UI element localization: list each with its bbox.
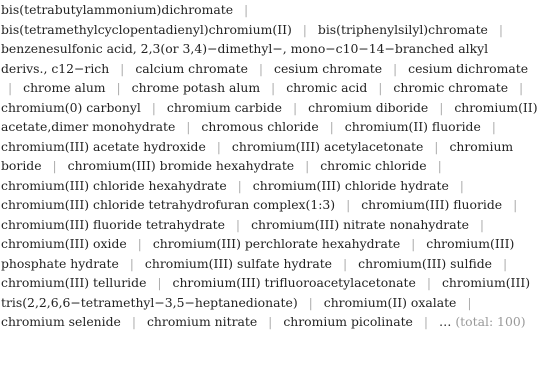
ellipsis: … (439, 314, 452, 329)
list-item: chromium(III) tris(2,2,6,6−tetramethyl−3… (1, 275, 531, 310)
list-item: chrome potash alum (131, 80, 261, 95)
list-item: chromium(III) bromide hexahydrate (67, 158, 295, 173)
list-item: bis(tetrabutylammonium)dichromate (1, 2, 234, 17)
separator: | (439, 99, 444, 115)
list-item: cesium dichromate (408, 60, 529, 76)
separator: | (329, 119, 334, 134)
separator: | (426, 275, 432, 290)
separator: | (131, 314, 137, 329)
separator: | (513, 197, 518, 212)
list-item: chromium(II) acetate,dimer monohydrate (1, 99, 538, 135)
list-item: chromium nitrate (146, 314, 258, 329)
separator: | (52, 158, 57, 173)
separator: | (244, 2, 249, 17)
separator: | (393, 60, 398, 76)
list-item: bis(tetramethylcyclopentadienyl)chromium… (1, 21, 292, 37)
list-item: bis(triphenylsilyl)chromate (317, 21, 488, 37)
list-item: chromium picolinate (283, 314, 413, 329)
list-item: calcium chromate (135, 60, 248, 76)
list-item: chromium(III) oxide (1, 236, 127, 251)
separator: | (378, 80, 383, 95)
list-item: chromium(III) telluride (1, 275, 147, 290)
separator: | (411, 236, 416, 251)
separator: | (423, 314, 429, 329)
separator: | (258, 60, 264, 76)
separator: | (519, 80, 524, 95)
list-item: chromium selenide (1, 314, 121, 329)
separator: | (235, 216, 241, 232)
separator: | (292, 99, 298, 115)
list-item: chromous chloride (201, 119, 319, 134)
list-item: chromium(II) fluoride (344, 119, 481, 134)
separator: | (479, 216, 485, 232)
separator: | (120, 60, 125, 76)
separator: | (502, 255, 508, 271)
total-count: (total: 100) (455, 314, 526, 329)
list-item: chromium(0) carbonyl (1, 99, 141, 115)
list-item: chromium(III) chloride tetrahydrofuran c… (1, 197, 336, 212)
list-item: cesium chromate (274, 60, 383, 76)
separator: | (498, 21, 504, 37)
list-item: chromium(III) nitrate nonahydrate (251, 216, 469, 232)
list-item: chromic chloride (320, 158, 427, 173)
separator: | (346, 197, 351, 212)
list-item: chrome alum (23, 80, 106, 95)
separator: | (137, 236, 142, 251)
separator: | (116, 80, 121, 95)
list-item: chromium(III) perchlorate hexahydrate (152, 236, 401, 251)
separator: | (216, 138, 221, 154)
list-item: chromium(III) sulfate hydrate (144, 255, 333, 271)
separator: | (491, 119, 496, 134)
list-item: chromium(III) chloride hydrate (252, 177, 449, 193)
list-item: chromium(III) chloride hexahydrate (1, 177, 227, 193)
separator: | (129, 255, 134, 271)
separator: | (342, 255, 348, 271)
separator: | (308, 294, 313, 310)
separator: | (302, 21, 307, 37)
list-item: chromium(III) acetylacetonate (231, 138, 424, 154)
list-item: chromium diboride (308, 99, 429, 115)
list-item: chromic acid (286, 80, 368, 95)
list-item: chromium(III) sulfide (358, 255, 492, 271)
separator: | (437, 158, 442, 173)
list-item: chromium(III) fluoride tetrahydrate (1, 216, 225, 232)
list-item: chromium(III) trifluoroacetylacetonate (172, 275, 416, 290)
separator: | (157, 275, 162, 290)
list-item: chromium(III) fluoride (361, 197, 503, 212)
list-item: chromium boride (1, 138, 514, 174)
separator: | (268, 314, 273, 329)
separator: | (459, 177, 464, 193)
separator: | (305, 158, 310, 173)
separator: | (467, 294, 472, 310)
list-item: chromium(II) oxalate (323, 294, 457, 310)
list-item: chromium(III) acetate hydroxide (1, 138, 206, 154)
separator: | (8, 80, 13, 95)
list-item: benzenesulfonic acid, 2,3(or 3,4)−dimeth… (1, 41, 489, 76)
separator: | (237, 177, 242, 193)
list-item: chromic chromate (393, 80, 509, 95)
list-item: chromium(III) phosphate hydrate (1, 236, 515, 271)
separator: | (271, 80, 276, 95)
separator: | (186, 119, 191, 134)
separator: | (434, 138, 439, 154)
list-item: chromium carbide (166, 99, 283, 115)
separator: | (151, 99, 156, 115)
